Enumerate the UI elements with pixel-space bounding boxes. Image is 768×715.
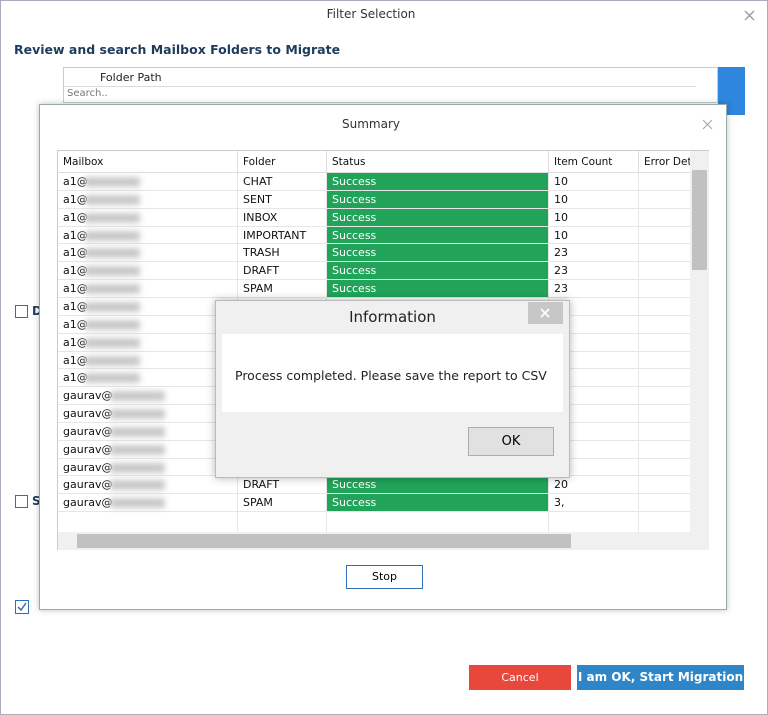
information-title: Information: [215, 308, 570, 326]
stop-button[interactable]: Stop: [346, 565, 423, 589]
information-message: Process completed. Please save the repor…: [235, 368, 547, 383]
redacted-email: [85, 195, 140, 205]
search-placeholder: Search..: [67, 88, 108, 99]
redacted-email: [85, 266, 140, 276]
redacted-email: [85, 302, 140, 312]
window-title: Filter Selection: [0, 7, 742, 21]
redacted-email: [110, 480, 165, 490]
search-box[interactable]: [64, 86, 696, 102]
redacted-email: [85, 248, 140, 258]
status-cell: Success: [327, 173, 549, 190]
window-close[interactable]: [744, 10, 756, 22]
folder-path-header: Folder Path: [100, 71, 162, 84]
folder-cell: SPAM: [238, 494, 327, 511]
redacted-email: [110, 463, 165, 473]
redacted-email: [85, 320, 140, 330]
redacted-email: [85, 356, 140, 366]
folder-cell: IMPORTANT: [238, 227, 327, 244]
status-cell: Success: [327, 476, 549, 493]
redacted-email: [85, 284, 140, 294]
scroll-thumb[interactable]: [77, 534, 571, 548]
count-cell: 23: [549, 262, 639, 279]
count-cell: 3,: [549, 494, 639, 511]
summary-title: Summary: [39, 117, 703, 131]
redacted-email: [85, 177, 140, 187]
status-cell: Success: [327, 494, 549, 511]
count-cell: 10: [549, 173, 639, 190]
status-cell: Success: [327, 262, 549, 279]
redacted-email: [85, 213, 140, 223]
status-cell: Success: [327, 227, 549, 244]
status-cell: Success: [327, 209, 549, 226]
count-cell: 10: [549, 191, 639, 208]
column-header: Status: [327, 151, 549, 173]
checkbox-checked[interactable]: [15, 600, 29, 614]
folder-cell: DRAFT: [238, 262, 327, 279]
redacted-email: [110, 391, 165, 401]
redacted-email: [85, 338, 140, 348]
column-line: [638, 173, 639, 533]
column-header: Item Count: [549, 151, 639, 173]
checkbox[interactable]: [15, 495, 28, 508]
folder-cell: CHAT: [238, 173, 327, 190]
start-button[interactable]: I am OK, Start Migration: [577, 665, 744, 690]
redacted-email: [85, 231, 140, 241]
redacted-email: [110, 445, 165, 455]
folder-cell: TRASH: [238, 244, 327, 261]
column-header: Mailbox: [58, 151, 238, 173]
status-cell: Success: [327, 280, 549, 297]
count-cell: 20: [549, 476, 639, 493]
redacted-email: [85, 373, 140, 383]
status-cell: Success: [327, 191, 549, 208]
ok-button[interactable]: OK: [468, 427, 554, 456]
folder-cell: DRAFT: [238, 476, 327, 493]
information-close[interactable]: [528, 302, 563, 324]
folder-cell: INBOX: [238, 209, 327, 226]
heading: Review and search Mailbox Folders to Mig…: [14, 42, 340, 57]
count-cell: 10: [549, 227, 639, 244]
column-header: Folder: [238, 151, 327, 173]
folder-cell: SENT: [238, 191, 327, 208]
count-cell: 10: [549, 209, 639, 226]
scroll-thumb[interactable]: [692, 170, 707, 270]
count-cell: 23: [549, 244, 639, 261]
redacted-email: [110, 427, 165, 437]
cancel-button[interactable]: Cancel: [469, 665, 571, 690]
folder-cell: SPAM: [238, 280, 327, 297]
status-cell: Success: [327, 244, 549, 261]
row-line: [58, 511, 691, 512]
count-cell: 23: [549, 280, 639, 297]
summary-close[interactable]: [702, 119, 713, 130]
checkbox[interactable]: [15, 305, 28, 318]
redacted-email: [110, 409, 165, 419]
redacted-email: [110, 498, 165, 508]
